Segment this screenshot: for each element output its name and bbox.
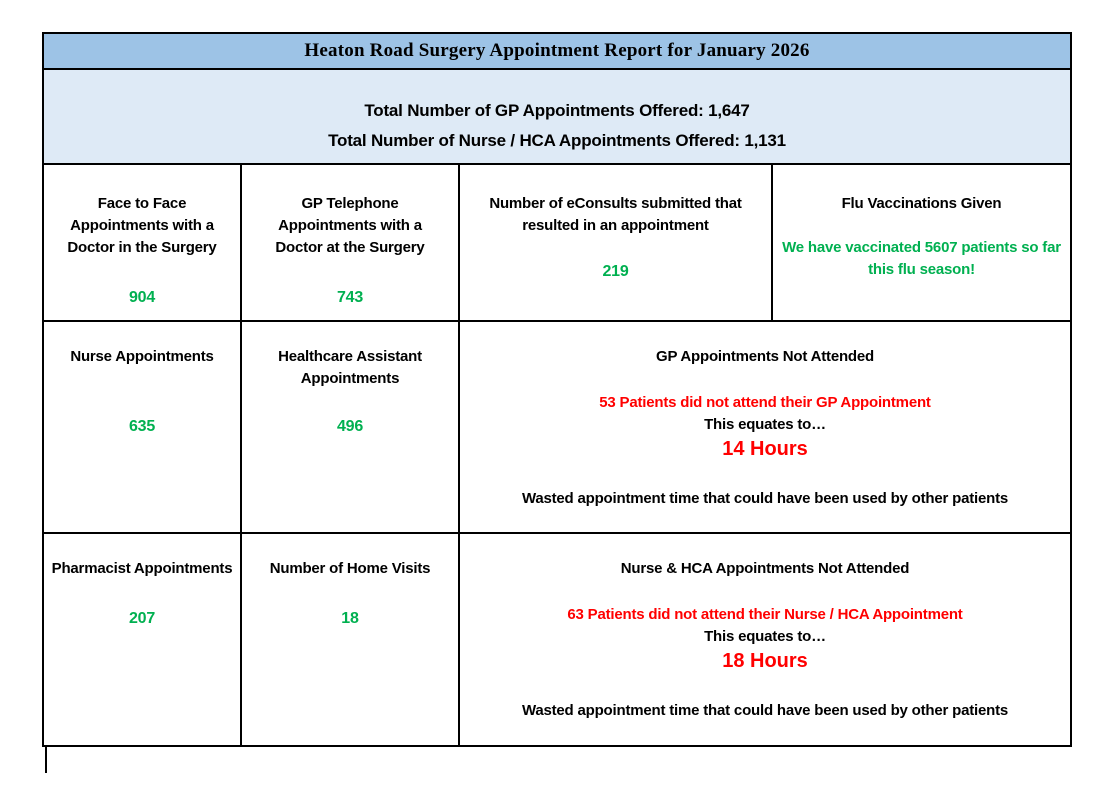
cell-nurse-appointments[interactable]: Nurse Appointments 635: [44, 322, 242, 532]
cell-pharmacist-appointments[interactable]: Pharmacist Appointments 207: [44, 534, 242, 745]
text-cursor: [45, 747, 47, 773]
cell-gp-not-attended[interactable]: GP Appointments Not Attended 53 Patients…: [460, 322, 1070, 532]
flu-vaccinations-note: We have vaccinated 5607 patients so far …: [782, 239, 1061, 278]
nurse-appointments-label: Nurse Appointments: [70, 348, 214, 365]
nurse-dna-hours: 18 Hours: [722, 650, 808, 672]
nurse-dna-equates: This equates to…: [704, 628, 826, 645]
gp-telephone-label: GP Telephone Appointments with a Doctor …: [275, 195, 425, 256]
pharmacist-appointments-value: 207: [128, 610, 156, 627]
report-title-bar: Heaton Road Surgery Appointment Report f…: [44, 34, 1070, 70]
gp-dna-title: GP Appointments Not Attended: [655, 348, 874, 365]
cell-gp-telephone[interactable]: GP Telephone Appointments with a Doctor …: [242, 165, 460, 320]
appointment-report-table: Heaton Road Surgery Appointment Report f…: [42, 32, 1072, 747]
hca-appointments-value: 496: [336, 418, 364, 435]
gp-dna-hours: 14 Hours: [722, 438, 808, 460]
gp-dna-wasted: Wasted appointment time that could have …: [521, 490, 1009, 507]
cell-flu-vaccinations[interactable]: Flu Vaccinations Given We have vaccinate…: [773, 165, 1070, 320]
nurse-dna-title: Nurse & HCA Appointments Not Attended: [620, 560, 910, 577]
gp-dna-missed: 53 Patients did not attend their GP Appo…: [599, 394, 931, 411]
report-title: Heaton Road Surgery Appointment Report f…: [304, 40, 810, 61]
cell-econsults[interactable]: Number of eConsults submitted that resul…: [460, 165, 773, 320]
cell-home-visits[interactable]: Number of Home Visits 18: [242, 534, 460, 745]
nurse-dna-wasted: Wasted appointment time that could have …: [521, 702, 1009, 719]
cell-face-to-face[interactable]: Face to Face Appointments with a Doctor …: [44, 165, 242, 320]
home-visits-label: Number of Home Visits: [269, 560, 431, 577]
total-gp-offered: Total Number of GP Appointments Offered:…: [364, 101, 750, 120]
home-visits-value: 18: [341, 610, 359, 627]
econsults-label: Number of eConsults submitted that resul…: [489, 195, 742, 234]
stats-row-3: Pharmacist Appointments 207 Number of Ho…: [44, 534, 1070, 745]
pharmacist-appointments-label: Pharmacist Appointments: [51, 560, 233, 577]
gp-telephone-value: 743: [336, 289, 364, 306]
flu-vaccinations-label: Flu Vaccinations Given: [841, 195, 1002, 212]
hca-appointments-label: Healthcare Assistant Appointments: [278, 348, 422, 387]
cell-nurse-hca-not-attended[interactable]: Nurse & HCA Appointments Not Attended 63…: [460, 534, 1070, 745]
nurse-appointments-value: 635: [128, 418, 156, 435]
face-to-face-label: Face to Face Appointments with a Doctor …: [67, 195, 217, 256]
total-nurse-hca-offered: Total Number of Nurse / HCA Appointments…: [328, 131, 786, 150]
gp-dna-equates: This equates to…: [704, 416, 826, 433]
stats-row-1: Face to Face Appointments with a Doctor …: [44, 165, 1070, 322]
nurse-dna-missed: 63 Patients did not attend their Nurse /…: [567, 606, 963, 623]
stats-row-2: Nurse Appointments 635 Healthcare Assist…: [44, 322, 1070, 534]
face-to-face-value: 904: [128, 289, 156, 306]
econsults-value: 219: [602, 263, 629, 280]
totals-banner: Total Number of GP Appointments Offered:…: [44, 70, 1070, 165]
cell-hca-appointments[interactable]: Healthcare Assistant Appointments 496: [242, 322, 460, 532]
